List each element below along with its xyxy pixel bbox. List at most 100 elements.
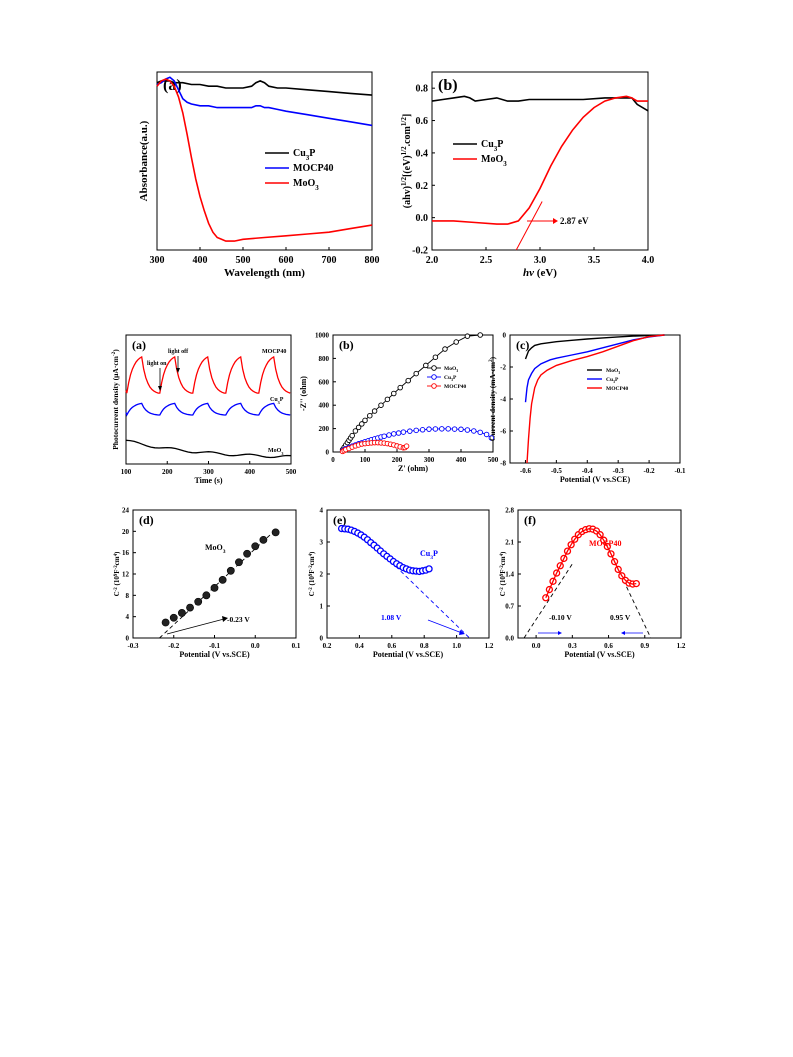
series-line [125,439,292,459]
y-axis-label-part: ) [111,349,120,352]
y-axis-label-part: -2 [114,565,119,570]
panel-label: (b) [438,77,458,94]
data-point [194,597,203,606]
y-axis-label-part: 1/2 [400,146,408,155]
legend-label-part: 3 [613,380,615,384]
x-tick-label: 1.2 [677,642,686,650]
y-axis-label-part: ] [402,114,413,117]
series-line [156,76,373,127]
legend-label: Cu3P [293,148,315,162]
legend-label-part: 3 [494,145,498,153]
y-tick-label: 20 [122,528,130,536]
x-tick-label: 200 [162,468,173,476]
y-tick-label: 0 [326,448,330,456]
y-axis-label-part: -2 [114,587,119,592]
legend-label: MOCP40 [293,163,334,174]
data-point [400,429,407,435]
y-tick-label: 400 [319,402,330,410]
y-tick-label: 0.2 [416,181,429,192]
legend-marker [431,383,437,389]
data-point [426,426,432,432]
x-tick-label: 100 [121,468,132,476]
x-tick-label: 4.0 [642,255,655,266]
data-point [483,431,490,438]
y-axis-label-part: 1/2 [400,117,408,126]
x-axis-label-part: hv [523,267,534,279]
data-point [359,421,365,427]
x-axis-label: Potential (V vs.SCE) [560,475,631,484]
x-tick-label: -0.4 [582,467,594,475]
series-label-part: P [433,549,438,558]
y-tick-label: 800 [319,355,330,363]
y-axis-label-part: -2 [111,351,117,356]
y-tick-label: 0.7 [505,602,514,610]
y-tick-label: 8 [126,592,130,600]
y-tick-label: 600 [319,378,330,386]
data-point [413,370,419,377]
series-line [156,78,373,242]
data-point [391,431,397,437]
y-axis-label: C-2 (109F-2cm4) [499,551,507,596]
y-axis-label-part: F [499,569,507,573]
x-tick-label: 0.9 [640,642,649,650]
series-label-part: 3 [281,451,283,456]
x-tick-label: -0.5 [551,467,563,475]
y-axis-label-part: (10 [113,576,121,588]
legend-label-part: 3 [618,371,620,375]
data-point [210,583,219,592]
series-label: Cu3P [270,397,284,405]
data-point [381,433,387,439]
data-point [432,426,439,432]
data-point [367,412,373,419]
legend-label-part: MoO [444,366,457,372]
series-label: Cu3P [420,549,438,561]
y-axis-label-part: Photocurrent density (μA·cm [111,355,120,449]
data-point [235,558,243,567]
legend-label-part: MOCP40 [293,163,334,174]
series-label-part: MOCP40 [262,349,286,355]
y-axis-label-part: -2 [500,565,505,570]
x-tick-label: 0.8 [420,642,429,650]
data-point [477,332,483,338]
legend-label-part: 3 [306,154,310,162]
data-point [405,377,411,384]
legend-label: MoO3 [444,366,458,373]
x-tick-label: 0.0 [532,642,541,650]
y-axis-label-part: 9 [309,573,314,576]
legend-label-part: MoO [293,178,315,189]
x-tick-label: 3.0 [534,255,547,266]
intercept-arrowhead [558,631,562,635]
x-tick-label: 200 [392,456,403,464]
series-line [432,95,648,225]
legend-label-part: MoO [481,154,503,165]
y-tick-label: 4 [320,506,324,514]
y-axis-label-part: [(eV) [402,155,413,177]
tangent-line [515,201,543,251]
data-point [259,535,268,544]
legend-label-part: P [615,377,619,383]
x-tick-label: 500 [286,468,297,476]
data-point [453,339,459,345]
y-axis-label-part: 1/2 [400,177,408,186]
light-off-arrowhead [176,368,180,373]
y-tick-label: 0.6 [416,116,429,127]
x-tick-label: 100 [360,456,371,464]
annotation-arrowhead [553,218,558,224]
intercept-label: 0.95 V [610,613,631,622]
y-axis-label-part: 4 [500,553,505,556]
series-line [125,402,291,417]
data-point [271,528,280,537]
intercept-arrowhead [459,630,465,635]
series-line [431,95,649,112]
y-axis-label-part: C [308,591,316,596]
series-label: MOCP40 [262,349,286,355]
series-label: MoO3 [268,448,283,456]
data-point [226,566,235,575]
y-tick-label: 0.0 [416,213,429,224]
y-tick-label: -2 [500,363,506,371]
x-tick-label: -0.1 [674,467,686,475]
x-tick-label: 0.2 [323,642,332,650]
data-point [395,430,402,436]
legend-label-part: P [453,375,457,381]
